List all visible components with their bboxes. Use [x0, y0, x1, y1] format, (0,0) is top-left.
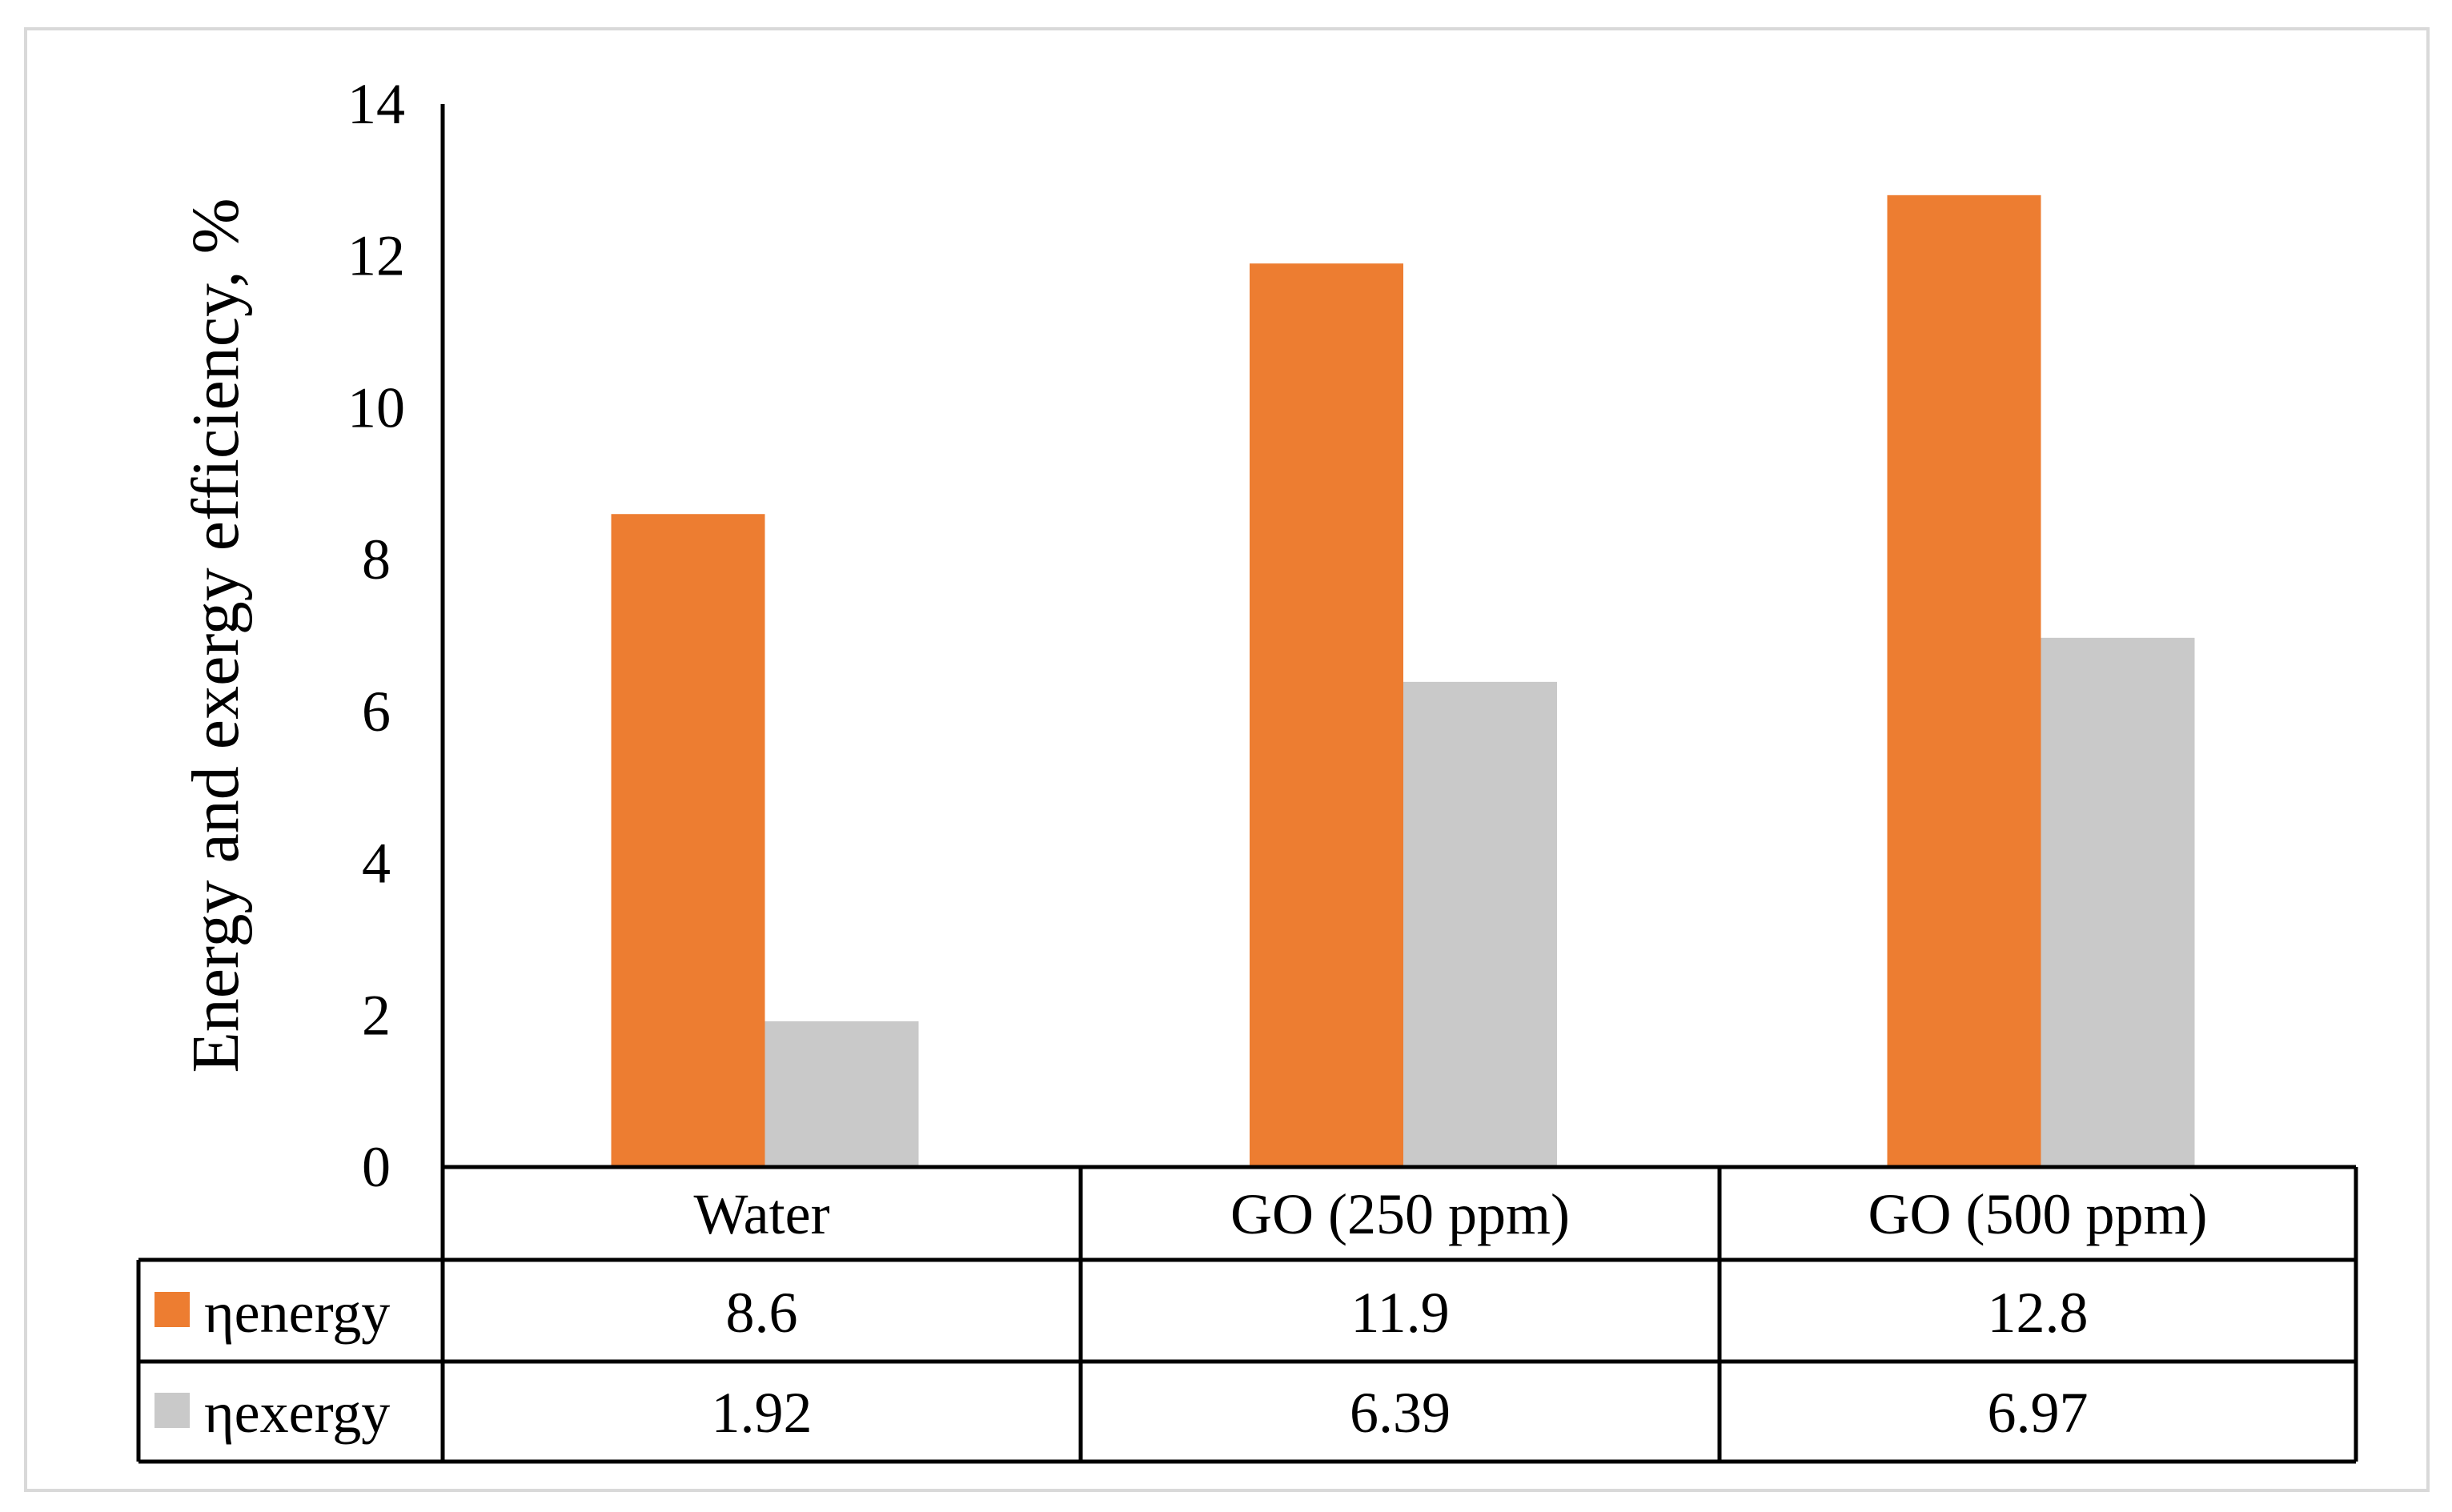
y-tick-label-4: 4 [362, 832, 391, 896]
y-tick-label-2: 2 [362, 983, 391, 1047]
bar-energy-2 [1250, 263, 1403, 1168]
y-tick-label-12: 12 [347, 224, 405, 288]
bar-exergy-3 [2041, 637, 2195, 1167]
bar-exergy-2 [1403, 681, 1557, 1167]
category-label-2: GO (250 ppm) [1230, 1182, 1570, 1246]
legend-label-energy: ηenergy [204, 1281, 390, 1345]
legend-key-energy [155, 1292, 190, 1327]
y-tick-label-0: 0 [362, 1135, 391, 1199]
y-tick-label-14: 14 [347, 72, 405, 136]
y-axis-title: Energy and exergy efficiency, % [179, 198, 253, 1073]
data-cell-exergy-1: 1.92 [712, 1381, 813, 1445]
bars-layer [611, 195, 2195, 1168]
category-label-1: Water [693, 1182, 829, 1246]
legend-label-exergy: ηexergy [204, 1381, 390, 1445]
bar-exergy-1 [764, 1021, 919, 1167]
data-cell-exergy-2: 6.39 [1350, 1381, 1451, 1445]
data-table [136, 1165, 2358, 1464]
category-label-3: GO (500 ppm) [1868, 1182, 2208, 1246]
legend-key-exergy [155, 1393, 190, 1428]
text-layer: 0 2 4 6 8 10 12 14 Energy and exergy efficiency,… [179, 72, 2207, 1445]
data-cell-energy-2: 11.9 [1350, 1281, 1449, 1345]
bar-energy-3 [1887, 195, 2041, 1167]
data-cell-exergy-3: 6.97 [1988, 1381, 2089, 1445]
y-tick-label-8: 8 [362, 527, 391, 592]
bar-energy-1 [611, 514, 765, 1167]
y-tick-label-10: 10 [347, 375, 405, 439]
data-cell-energy-1: 8.6 [726, 1281, 798, 1345]
data-cell-energy-3: 12.8 [1988, 1281, 2089, 1345]
y-tick-label-6: 6 [362, 680, 391, 744]
